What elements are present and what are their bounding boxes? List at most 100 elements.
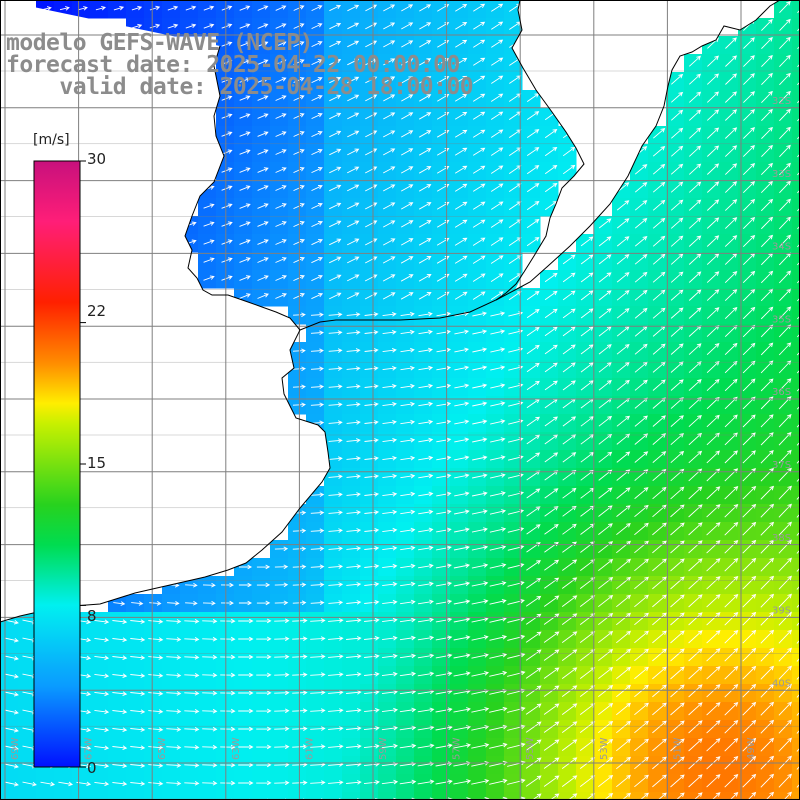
wind-arrow — [688, 163, 702, 175]
wind-arrow — [688, 594, 703, 608]
wind-arrow — [760, 467, 774, 482]
wind-speed-cell — [792, 234, 800, 253]
wind-arrow — [688, 73, 701, 85]
wind-arrow — [526, 129, 540, 138]
wind-arrow — [382, 311, 397, 317]
wind-arrow — [526, 344, 540, 355]
wind-arrow — [561, 667, 578, 679]
wind-arrow — [346, 330, 361, 335]
wind-arrow — [328, 474, 343, 479]
wind-arrow — [652, 630, 667, 644]
wind-arrow — [670, 630, 685, 644]
wind-arrow — [149, 23, 161, 29]
wind-arrow — [94, 637, 110, 643]
wind-arrow — [472, 455, 488, 461]
wind-arrow — [239, 59, 251, 65]
wind-arrow — [328, 582, 344, 587]
wind-arrow — [346, 708, 362, 713]
wind-speed-cell — [792, 756, 800, 775]
wind-arrow — [257, 59, 269, 65]
lon-label: 61W — [304, 737, 315, 760]
wind-arrow — [256, 744, 272, 750]
wind-arrow — [760, 737, 775, 752]
wind-arrow — [688, 91, 702, 103]
wind-arrow — [382, 419, 397, 425]
wind-arrow — [634, 720, 649, 734]
wind-arrow — [94, 709, 110, 715]
wind-arrow — [616, 612, 632, 626]
wind-arrow — [671, 109, 684, 121]
wind-speed-cell — [486, 792, 505, 800]
wind-arrow — [688, 432, 702, 446]
wind-arrow — [311, 203, 323, 210]
wind-arrow — [4, 763, 19, 769]
wind-arrow — [724, 145, 738, 157]
wind-arrow — [239, 293, 251, 299]
wind-arrow — [471, 707, 490, 713]
wind-arrow — [274, 654, 290, 660]
wind-arrow — [203, 5, 215, 11]
wind-arrow — [779, 180, 791, 194]
wind-arrow — [688, 199, 702, 211]
wind-arrow — [4, 727, 19, 733]
wind-arrow — [399, 743, 417, 749]
wind-arrow — [382, 491, 398, 497]
wind-arrow — [311, 149, 323, 156]
wind-arrow — [400, 527, 416, 533]
wind-arrow — [616, 361, 630, 373]
wind-arrow — [760, 450, 774, 464]
wind-arrow — [274, 672, 290, 678]
wind-arrow — [238, 600, 253, 606]
wind-speed-cell — [198, 792, 217, 800]
wind-arrow — [399, 779, 417, 785]
wind-arrow — [454, 473, 470, 479]
wind-arrow — [166, 781, 182, 786]
wind-arrow — [544, 380, 558, 391]
wind-arrow — [364, 274, 378, 282]
wind-arrow — [634, 307, 648, 319]
wind-speed-cell — [450, 792, 469, 800]
wind-arrow — [634, 200, 648, 211]
wind-speed-cell — [792, 576, 800, 595]
wind-arrow — [310, 330, 324, 335]
wind-speed-cell — [792, 522, 800, 541]
wind-arrow — [724, 109, 737, 121]
wind-arrow — [526, 165, 540, 175]
wind-arrow — [760, 234, 774, 248]
wind-arrow — [328, 402, 343, 407]
wind-arrow — [328, 744, 344, 749]
wind-arrow — [346, 474, 361, 479]
wind-arrow — [275, 113, 287, 119]
wind-arrow — [417, 617, 435, 623]
wind-speed-cell — [792, 198, 800, 217]
wind-speed-cell — [324, 792, 343, 800]
wind-arrow — [544, 524, 559, 535]
wind-arrow — [526, 560, 541, 571]
wind-arrow — [418, 527, 434, 533]
wind-speed-cell — [792, 270, 800, 289]
wind-arrow — [724, 306, 738, 320]
wind-arrow — [364, 420, 379, 425]
wind-arrow — [293, 5, 305, 11]
colorbar-unit: [m/s] — [33, 132, 70, 148]
wind-arrow — [742, 145, 755, 157]
wind-arrow — [239, 257, 251, 263]
lon-label: 63W — [231, 737, 242, 760]
wind-arrow — [491, 3, 504, 12]
wind-arrow — [634, 702, 649, 716]
wind-arrow — [472, 419, 488, 425]
wind-arrow — [562, 362, 576, 373]
wind-arrow — [346, 510, 362, 515]
wind-arrow — [688, 630, 703, 644]
wind-arrow — [507, 562, 525, 569]
wind-arrow — [419, 94, 432, 102]
wind-arrow — [239, 23, 251, 29]
grid-labels: 69W 67W 65W 63W 61W 59W 57W 55W 53W 51W 49W 32S 33S 3… — [10, 96, 791, 760]
wind-speed-cell — [792, 468, 800, 487]
wind-arrow — [436, 419, 452, 425]
wind-arrow — [239, 203, 251, 209]
wind-arrow — [724, 486, 739, 500]
wind-arrow — [257, 5, 269, 11]
wind-arrow — [346, 274, 360, 282]
lon-label: 55W — [525, 737, 536, 760]
